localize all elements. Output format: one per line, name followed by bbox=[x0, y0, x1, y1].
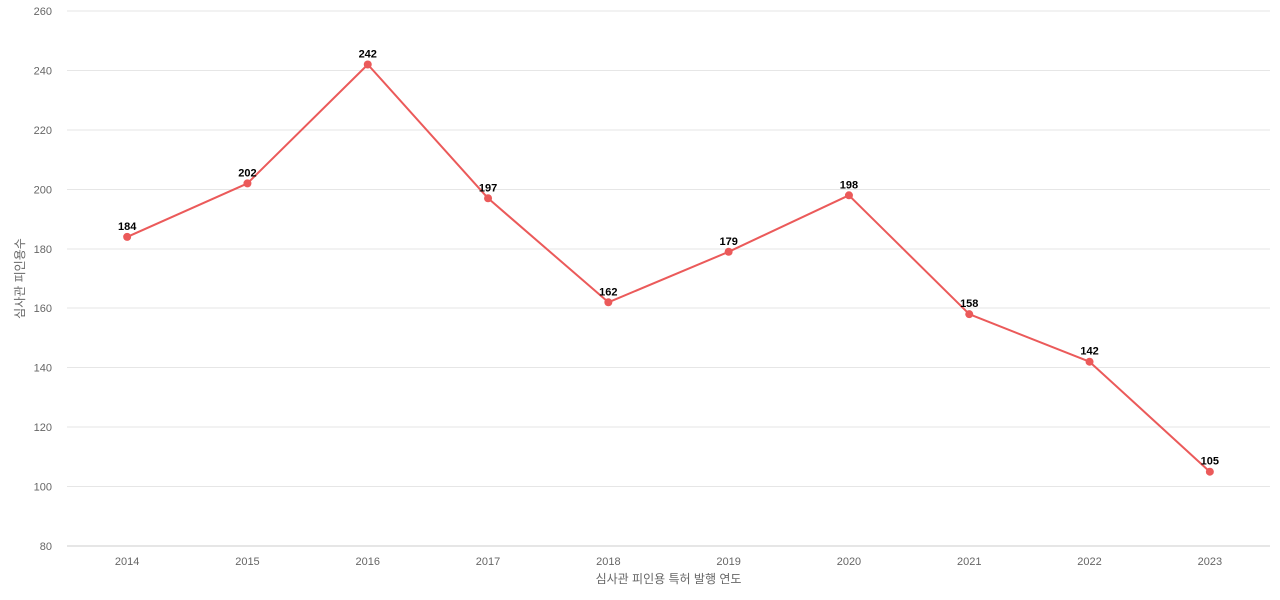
data-label: 198 bbox=[840, 179, 858, 191]
x-tick-label: 2018 bbox=[596, 556, 620, 568]
y-axis-ticks: 80 100 120 140 160 180 200 220 240 260 bbox=[34, 6, 52, 553]
data-point[interactable] bbox=[724, 247, 733, 256]
data-point[interactable] bbox=[1085, 357, 1094, 366]
y-tick-label: 260 bbox=[34, 6, 52, 18]
data-point[interactable] bbox=[604, 298, 613, 307]
data-label: 242 bbox=[359, 49, 377, 61]
data-labels: 184 202 242 197 162 179 198 158 142 105 bbox=[118, 49, 1219, 468]
x-tick-label: 2023 bbox=[1198, 556, 1222, 568]
data-label: 202 bbox=[238, 167, 256, 179]
data-label: 142 bbox=[1080, 346, 1098, 358]
y-tick-label: 200 bbox=[34, 184, 52, 196]
x-tick-label: 2014 bbox=[115, 556, 139, 568]
y-axis-title: 심사관 피인용수 bbox=[13, 238, 27, 319]
x-axis-ticks: 2014 2015 2016 2017 2018 2019 2020 2021 2022 2023 bbox=[115, 556, 1222, 568]
x-tick-label: 2017 bbox=[476, 556, 500, 568]
x-tick-label: 2015 bbox=[235, 556, 259, 568]
y-tick-label: 140 bbox=[34, 363, 52, 375]
grid-lines bbox=[67, 10, 1270, 488]
y-tick-label: 240 bbox=[34, 65, 52, 77]
data-label: 184 bbox=[118, 221, 137, 233]
data-point[interactable] bbox=[1205, 467, 1214, 476]
y-tick-label: 220 bbox=[34, 125, 52, 137]
data-point[interactable] bbox=[123, 232, 132, 241]
data-point[interactable] bbox=[243, 179, 252, 188]
series-line bbox=[126, 63, 1211, 473]
data-points bbox=[123, 60, 1214, 476]
y-tick-label: 100 bbox=[34, 482, 52, 494]
x-tick-label: 2016 bbox=[356, 556, 380, 568]
x-tick-label: 2022 bbox=[1077, 556, 1101, 568]
data-point[interactable] bbox=[363, 60, 372, 69]
data-label: 158 bbox=[960, 298, 978, 310]
y-tick-label: 160 bbox=[34, 303, 52, 315]
data-label: 197 bbox=[479, 182, 497, 194]
data-point[interactable] bbox=[844, 191, 853, 200]
y-tick-label: 80 bbox=[40, 541, 52, 553]
y-tick-label: 180 bbox=[34, 244, 52, 256]
data-label: 162 bbox=[599, 286, 617, 298]
data-label: 105 bbox=[1201, 456, 1219, 468]
x-tick-label: 2020 bbox=[837, 556, 861, 568]
data-point[interactable] bbox=[484, 194, 493, 203]
data-point[interactable] bbox=[965, 310, 974, 319]
y-tick-label: 120 bbox=[34, 422, 52, 434]
data-label: 179 bbox=[719, 236, 737, 248]
x-tick-label: 2021 bbox=[957, 556, 981, 568]
x-axis-title: 심사관 피인용 특허 발행 연도 bbox=[596, 571, 742, 586]
x-tick-label: 2019 bbox=[716, 556, 740, 568]
